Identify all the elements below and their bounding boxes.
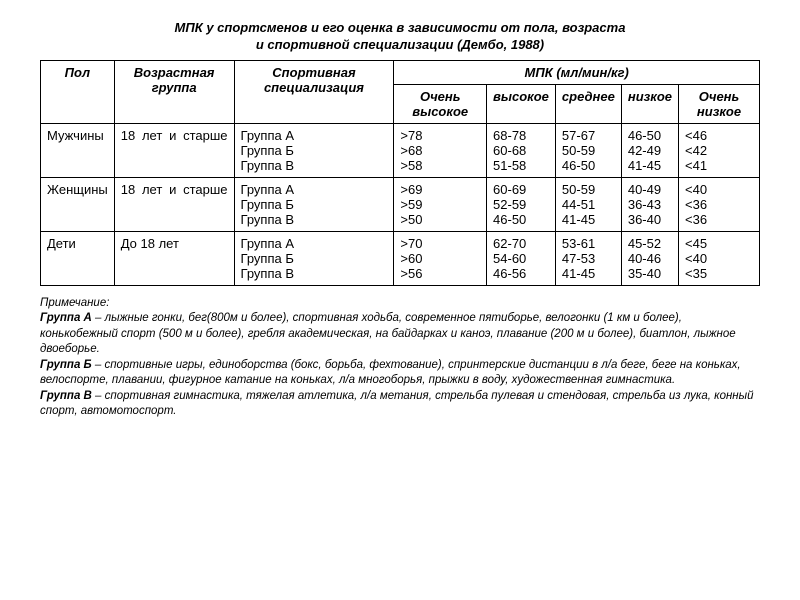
cell-very-high: >78 >68 >58 xyxy=(394,123,487,177)
cell-low: 46-50 42-49 41-45 xyxy=(621,123,678,177)
cell-high: 62-70 54-60 46-56 xyxy=(487,231,556,285)
note-v-text: – спортивная гимнастика, тяжелая атлетик… xyxy=(40,390,753,418)
th-very-high: Очень высокое xyxy=(394,84,487,123)
note-a-text: – лыжные гонки, бег(800м и более), спорт… xyxy=(40,312,736,355)
cell-age: 18 лет и старше xyxy=(114,177,234,231)
cell-very-high: >70 >60 >56 xyxy=(394,231,487,285)
title-line1: МПК у спортсменов и его оценка в зависим… xyxy=(175,20,626,35)
cell-age: 18 лет и старше xyxy=(114,123,234,177)
note-b-text: – спортивные игры, единоборства (бокс, б… xyxy=(40,359,741,387)
cell-sex: Женщины xyxy=(41,177,115,231)
table-row: Женщины 18 лет и старше Группа А Группа … xyxy=(41,177,760,231)
th-high: высокое xyxy=(487,84,556,123)
cell-very-low: <40 <36 <36 xyxy=(679,177,760,231)
notes-heading: Примечание: xyxy=(40,296,760,312)
mpk-table: Пол Возрастная группа Спортивная специал… xyxy=(40,60,760,286)
cell-spec: Группа А Группа Б Группа В xyxy=(234,231,394,285)
cell-spec: Группа А Группа Б Группа В xyxy=(234,123,394,177)
note-a: Группа А – лыжные гонки, бег(800м и боле… xyxy=(40,311,760,358)
cell-sex: Дети xyxy=(41,231,115,285)
cell-age: До 18 лет xyxy=(114,231,234,285)
cell-sex: Мужчины xyxy=(41,123,115,177)
note-a-label: Группа А xyxy=(40,312,92,324)
th-low: низкое xyxy=(621,84,678,123)
cell-low: 45-52 40-46 35-40 xyxy=(621,231,678,285)
cell-medium: 57-67 50-59 46-50 xyxy=(555,123,621,177)
cell-very-low: <46 <42 <41 xyxy=(679,123,760,177)
cell-very-high: >69 >59 >50 xyxy=(394,177,487,231)
cell-high: 68-78 60-68 51-58 xyxy=(487,123,556,177)
title-line2: и спортивной специализации (Дембо, 1988) xyxy=(256,37,544,52)
th-medium: среднее xyxy=(555,84,621,123)
table-row: Дети До 18 лет Группа А Группа Б Группа … xyxy=(41,231,760,285)
th-age: Возрастная группа xyxy=(114,60,234,123)
cell-high: 60-69 52-59 46-50 xyxy=(487,177,556,231)
page-title: МПК у спортсменов и его оценка в зависим… xyxy=(40,20,760,54)
cell-low: 40-49 36-43 36-40 xyxy=(621,177,678,231)
cell-very-low: <45 <40 <35 xyxy=(679,231,760,285)
th-spec: Спортивная специализация xyxy=(234,60,394,123)
cell-spec: Группа А Группа Б Группа В xyxy=(234,177,394,231)
cell-medium: 50-59 44-51 41-45 xyxy=(555,177,621,231)
note-b-label: Группа Б xyxy=(40,359,92,371)
cell-medium: 53-61 47-53 41-45 xyxy=(555,231,621,285)
note-b: Группа Б – спортивные игры, единоборства… xyxy=(40,358,760,389)
th-mpk: МПК (мл/мин/кг) xyxy=(394,60,760,84)
notes-block: Примечание: Группа А – лыжные гонки, бег… xyxy=(40,296,760,420)
header-row-1: Пол Возрастная группа Спортивная специал… xyxy=(41,60,760,84)
table-row: Мужчины 18 лет и старше Группа А Группа … xyxy=(41,123,760,177)
note-v: Группа В – спортивная гимнастика, тяжела… xyxy=(40,389,760,420)
th-very-low: Очень низкое xyxy=(679,84,760,123)
note-v-label: Группа В xyxy=(40,390,92,402)
th-sex: Пол xyxy=(41,60,115,123)
